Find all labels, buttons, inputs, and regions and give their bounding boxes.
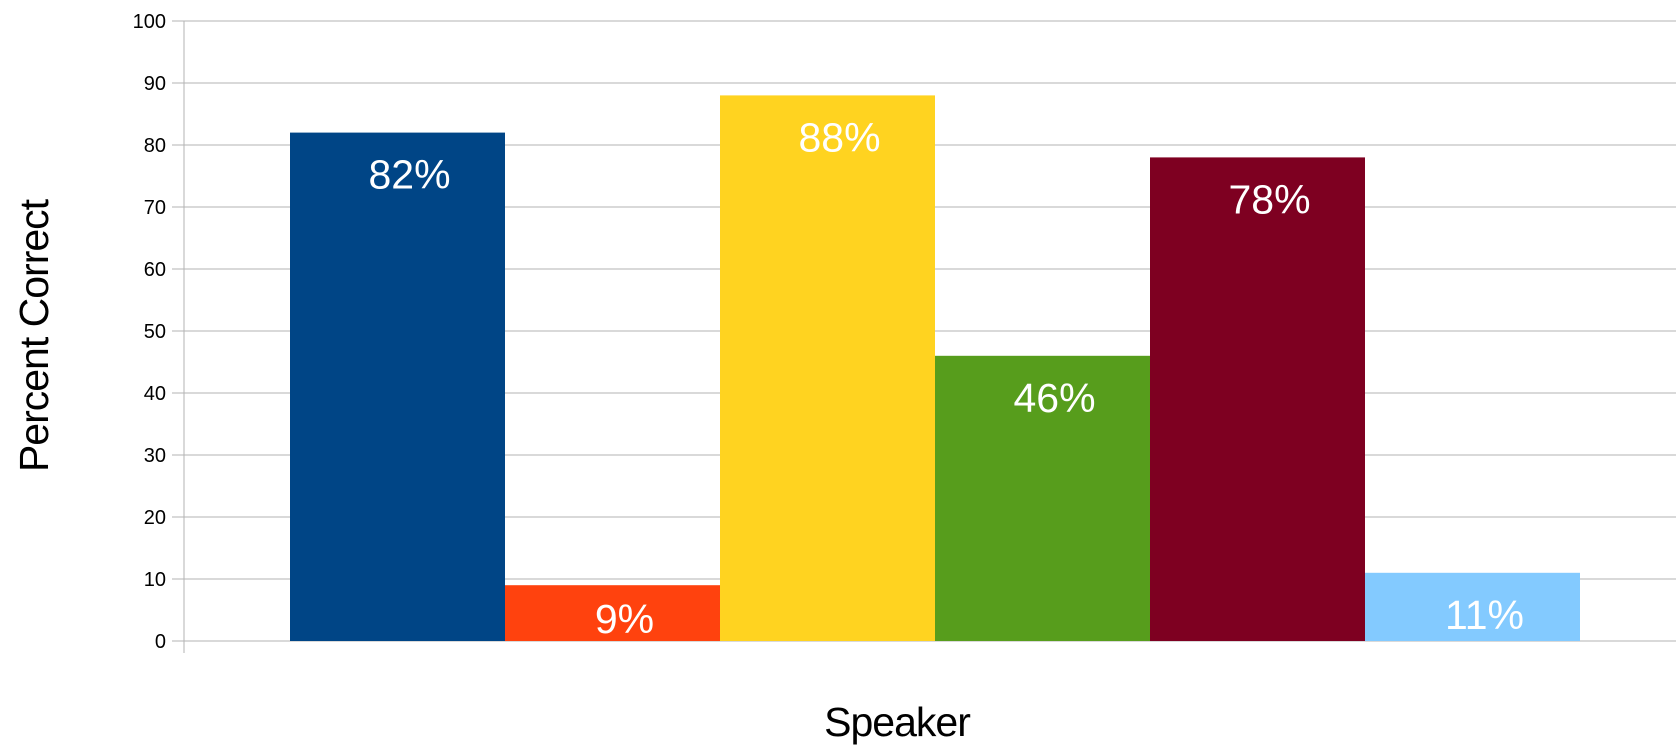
y-tick-label: 20	[144, 507, 166, 529]
data-label: 9%	[595, 596, 654, 642]
y-tick-label: 70	[144, 197, 166, 219]
data-label: 88%	[798, 114, 880, 160]
data-label: 11%	[1445, 592, 1524, 638]
bar	[720, 95, 935, 641]
y-tick-label: 0	[155, 631, 166, 653]
y-tick-label: 90	[144, 73, 166, 95]
bar	[1365, 572, 1580, 641]
data-label: 46%	[1013, 375, 1095, 421]
bar	[935, 355, 1150, 641]
y-axis-tick-labels: 0 10 20 30 40 50 60 70 80 90 100	[133, 11, 166, 653]
x-axis-title: Speaker	[824, 699, 970, 745]
y-tick-label: 50	[144, 321, 166, 343]
bar	[1150, 157, 1365, 641]
bar	[505, 585, 720, 641]
bars	[290, 95, 1580, 641]
y-tick-label: 60	[144, 259, 166, 281]
data-label: 82%	[368, 152, 450, 198]
data-label: 78%	[1228, 176, 1310, 222]
y-tick-label: 10	[144, 569, 166, 591]
data-labels: 82% 9% 88% 46% 78% 11%	[368, 114, 1524, 642]
y-tick-label: 100	[133, 11, 166, 33]
bar	[290, 132, 505, 641]
y-tick-label: 80	[144, 135, 166, 157]
y-tick-label: 40	[144, 383, 166, 405]
y-axis-title: Percent Correct	[11, 198, 57, 472]
y-tick-label: 30	[144, 445, 166, 467]
